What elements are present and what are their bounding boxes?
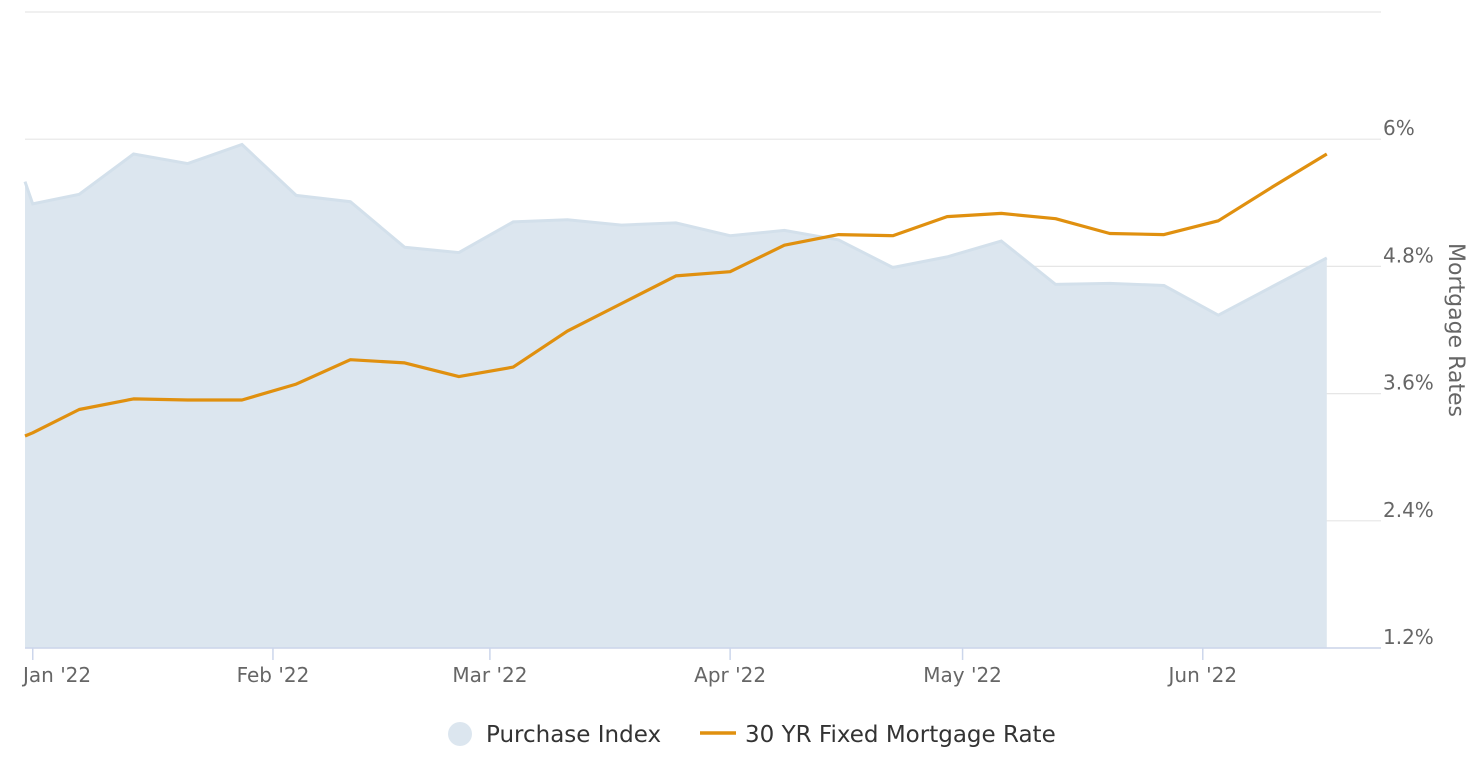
y-axis-right: Mortgage Rates 1.2% 2.4% 3.6% 4.8% 6% <box>1383 116 1468 649</box>
legend[interactable]: Purchase Index 30 YR Fixed Mortgage Rate <box>448 722 1056 748</box>
legend-swatch-purchase-index <box>448 722 472 746</box>
y-axis-title: Mortgage Rates <box>1443 243 1468 417</box>
y-tick-label: 4.8% <box>1383 243 1434 267</box>
x-tick-label: Jan '22 <box>21 663 91 687</box>
y-tick-label: 1.2% <box>1383 625 1434 649</box>
mortgage-rate-line[interactable] <box>24 152 1328 438</box>
mortgage-rate-line-layer <box>24 152 1328 438</box>
purchase-index-area <box>25 144 1327 648</box>
x-tick-label: May '22 <box>923 663 1002 687</box>
legend-item-mortgage-rate[interactable]: 30 YR Fixed Mortgage Rate <box>700 722 1056 748</box>
y-tick-label: 2.4% <box>1383 498 1434 522</box>
x-tick-label: Feb '22 <box>237 663 310 687</box>
y-tick-label: 6% <box>1383 116 1415 140</box>
legend-item-purchase-index[interactable]: Purchase Index <box>448 722 661 748</box>
x-axis: Jan '22 Feb '22 Mar '22 Apr '22 May '22 Jun '… <box>21 647 1381 687</box>
x-tick-label: Apr '22 <box>694 663 766 687</box>
x-tick-label: Mar '22 <box>452 663 527 687</box>
purchase-index-area-layer <box>23 142 1328 648</box>
x-tick-label: Jun '22 <box>1167 663 1238 687</box>
legend-label-mortgage-rate: 30 YR Fixed Mortgage Rate <box>745 722 1056 748</box>
y-tick-label: 3.6% <box>1383 371 1434 395</box>
purchase-index-outline <box>23 142 1328 317</box>
legend-label-purchase-index: Purchase Index <box>486 722 661 748</box>
